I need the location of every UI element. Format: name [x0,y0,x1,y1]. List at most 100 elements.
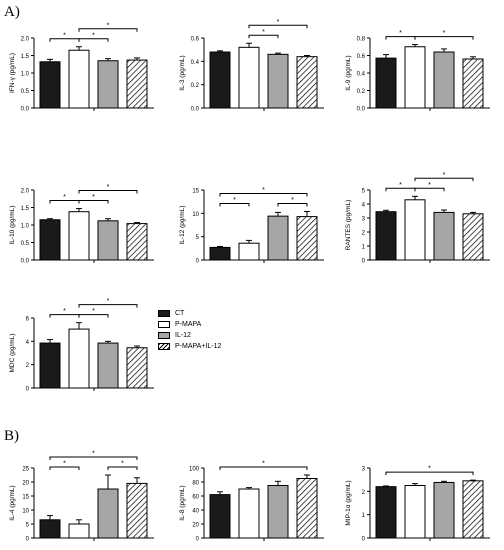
bar [296,216,318,261]
significance-bracket [78,314,109,318]
significance-star: * [277,19,280,26]
significance-star: * [262,29,265,36]
significance-bracket [49,466,80,470]
legend-label-il12: IL-12 [175,332,191,339]
y-axis-label: IL-9 (pg/mL) [345,55,352,90]
y-tick-label: 80 [192,481,199,487]
y-tick-label: 0 [196,259,200,265]
significance-bracket [78,304,138,308]
significance-bracket [385,471,474,476]
y-axis-label: IL-12 (pg/mL) [179,205,186,244]
y-tick-label: 40 [192,509,199,515]
y-tick-label: 0 [362,259,366,265]
significance-star: * [107,298,110,305]
bar [97,488,119,539]
bar [267,215,289,261]
significance-star: * [92,308,95,315]
bar [462,213,484,261]
significance-bracket [78,38,109,42]
significance-star: * [443,30,446,37]
bar [375,486,397,539]
y-tick-label: 0.5 [21,89,30,95]
significance-bracket [414,36,474,40]
y-tick-label: 20 [192,523,199,529]
y-tick-label: 0 [26,537,30,543]
significance-bracket [78,28,138,32]
y-tick-label: 0 [196,537,200,543]
chart-mip-1-alpha: 0 1 2 3 MIP-1α (pg/mL) * [345,466,490,543]
legend-item-il12: IL-12 [158,330,221,341]
significance-bracket [49,456,138,460]
chart-rantes: 0 1 2 3 4 5 RANTES (pg/mL) * * * [345,172,490,265]
y-tick-label: 2 [362,231,366,237]
bar [39,61,61,109]
y-tick-label: 100 [189,467,200,473]
y-axis-label: IFN-γ (pg/mL) [9,53,16,93]
y-tick-label: 20 [22,481,29,487]
bar [97,220,119,261]
chart-il-9: 0.0 0.2 0.4 0.6 0.8 IL-9 (pg/mL) * * [345,30,490,113]
chart-il-8: 0 20 40 60 80 100 IL-8 (pg/mL) * [179,461,324,543]
y-tick-label: 0.2 [191,83,200,89]
chart-ifn-gamma: 0.0 0.5 1.0 1.5 2.0 IFN-γ (pg/mL) * * * [9,22,154,113]
y-tick-label: 10 [192,212,199,218]
legend-swatch-il12 [158,332,170,339]
significance-star: * [399,30,402,37]
y-tick-label: 0.0 [21,107,30,113]
legend-swatch-pmapa [158,321,170,328]
significance-bracket [219,192,308,197]
y-tick-label: 0.4 [191,60,200,66]
y-tick-label: 1.0 [21,224,30,230]
y-tick-label: 10 [22,509,29,515]
legend-item-combo: P-MAPA+IL-12 [158,341,221,352]
significance-bracket [414,177,474,182]
y-tick-label: 60 [192,495,199,501]
y-tick-label: 5 [196,235,200,241]
significance-bracket [219,466,308,470]
significance-star: * [262,187,265,194]
bar [68,211,90,261]
y-tick-label: 1 [362,513,366,519]
y-axis-label: IL-8 (pg/mL) [179,485,186,520]
chart-il-4: 0 5 10 15 20 25 IL-4 (pg/mL) * * * [9,451,154,543]
significance-bracket [78,200,109,204]
significance-star: * [443,172,446,179]
bar [404,46,426,109]
significance-star: * [63,461,66,468]
bar [126,59,148,109]
y-tick-label: 1.0 [21,72,30,78]
significance-star: * [107,22,110,29]
y-axis-label: IL-3 (pg/mL) [179,55,186,90]
y-tick-label: 15 [192,189,199,195]
bar [68,328,90,389]
y-tick-label: 0.8 [357,37,366,43]
significance-star: * [92,194,95,201]
significance-bracket [78,190,138,194]
legend: CT P-MAPA IL-12 P-MAPA+IL-12 [158,308,221,352]
bar [404,485,426,539]
y-tick-label: 2.0 [21,189,30,195]
bar [39,219,61,261]
bar [209,246,231,261]
bar [238,488,260,539]
y-tick-label: 0.2 [357,89,366,95]
significance-star: * [233,197,236,204]
bar [126,482,148,539]
legend-item-ct: CT [158,308,221,319]
legend-swatch-combo [158,343,170,350]
panel-b-label: B) [4,428,19,444]
bar [375,211,397,261]
bar [209,494,231,539]
bar [238,242,260,261]
y-tick-label: 0.0 [21,259,30,265]
y-tick-label: 4 [362,203,366,209]
bar [433,51,455,109]
chart-il-10: 0.0 0.5 1.0 1.5 2.0 IL-10 (pg/mL) * * * [9,184,154,265]
chart-mdc: 0 2 4 6 MDC (pg/mL) * * * [9,298,154,393]
bar [126,347,148,389]
bar [68,49,90,109]
bar [375,57,397,109]
bar [433,211,455,261]
legend-label-combo: P-MAPA+IL-12 [175,343,222,350]
y-tick-label: 6 [26,317,30,323]
